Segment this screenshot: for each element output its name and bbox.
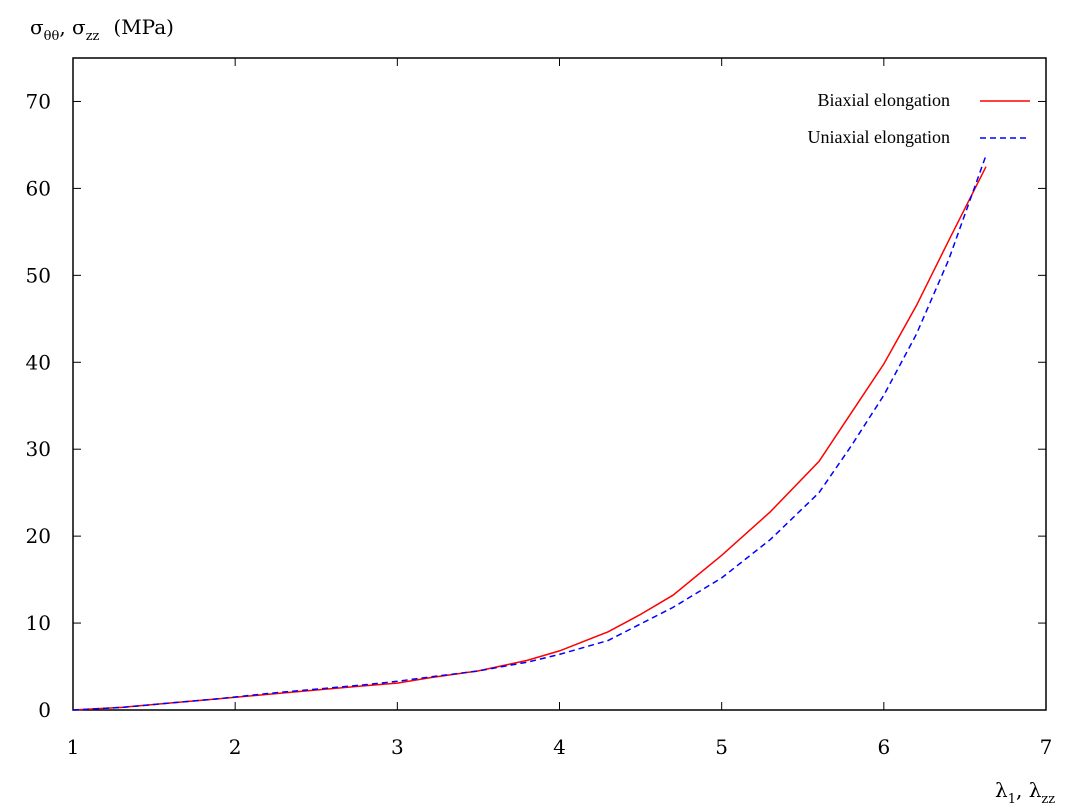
x-tick-label: 6 — [877, 735, 890, 759]
x-tick-label: 1 — [67, 735, 80, 759]
y-axis-ticks: 0 10 20 30 40 50 60 70 — [26, 89, 1046, 722]
x-tick-label: 5 — [715, 735, 728, 759]
y-tick-label: 10 — [26, 611, 51, 635]
x-tick-label: 4 — [553, 735, 566, 759]
legend-label-uniaxial: Uniaxial elongation — [808, 127, 950, 147]
x-tick-label: 7 — [1040, 735, 1053, 759]
y-axis-label: σθθ, σzz (MPa) — [30, 15, 174, 44]
y-tick-label: 20 — [26, 524, 51, 548]
series-layer — [72, 155, 987, 711]
x-tick-label: 3 — [391, 735, 404, 759]
plot-area-frame — [72, 57, 1047, 711]
x-axis-label: λ1, λzz — [995, 778, 1055, 807]
y-tick-label: 40 — [26, 350, 51, 374]
x-axis-ticks: 1 2 3 4 5 6 7 — [67, 58, 1053, 759]
y-tick-label: 70 — [26, 89, 51, 113]
y-tick-label: 60 — [26, 176, 51, 200]
legend: Biaxial elongation Uniaxial elongation — [808, 90, 1030, 147]
x-tick-label: 2 — [229, 735, 242, 759]
series-line-biaxial — [72, 166, 987, 711]
y-tick-label: 0 — [38, 698, 51, 722]
series-line-uniaxial — [72, 155, 987, 711]
legend-label-biaxial: Biaxial elongation — [818, 90, 950, 110]
y-tick-label: 30 — [26, 437, 51, 461]
y-tick-label: 50 — [26, 263, 51, 287]
